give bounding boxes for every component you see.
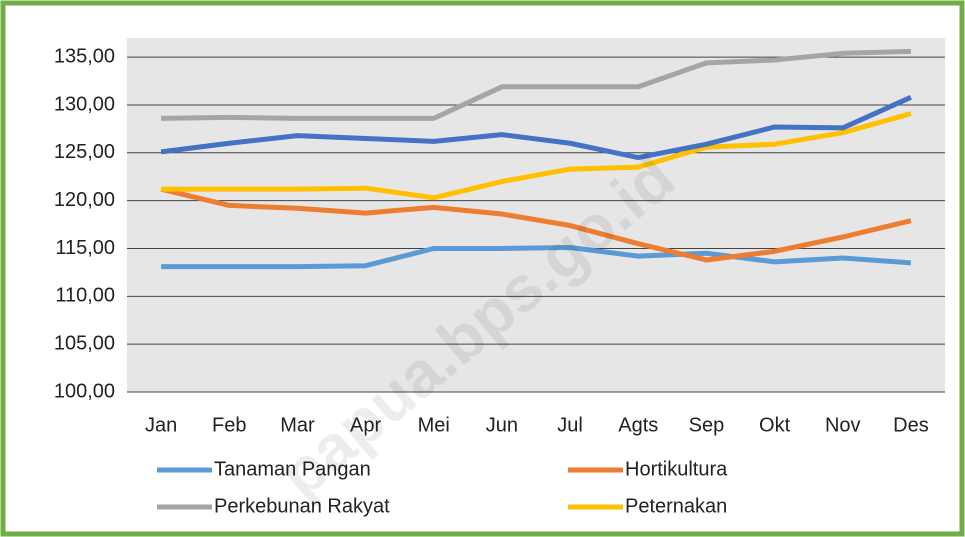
line-series (160, 186, 912, 263)
y-tick-label: 120,00 (54, 189, 115, 211)
x-tick-label: Des (893, 414, 929, 436)
x-tick-label: Nov (825, 414, 861, 436)
legend-label: Tanaman Pangan (214, 458, 371, 480)
y-tick-label: 110,00 (55, 285, 115, 307)
legend-label: Hortikultura (625, 458, 728, 480)
line-series (161, 48, 911, 121)
legend-label: Perkebunan Rakyat (214, 495, 390, 517)
legend-label: Peternakan (625, 495, 727, 517)
x-tick-label: Jul (557, 414, 583, 436)
y-tick-label: 130,00 (54, 93, 115, 115)
line-series (160, 95, 912, 161)
x-tick-label: Feb (212, 414, 246, 436)
y-tick-label: 115,00 (55, 237, 115, 259)
line-series (161, 111, 912, 201)
plot-area (127, 38, 945, 392)
x-tick-label: Sep (689, 414, 725, 436)
y-tick-label: 135,00 (54, 45, 115, 67)
line-series (161, 245, 912, 270)
x-tick-label: Agts (618, 414, 658, 436)
y-tick-label: 100,00 (54, 380, 115, 402)
y-tick-label: 125,00 (54, 141, 115, 163)
x-tick-label: Mar (280, 414, 315, 436)
x-tick-label: Apr (350, 414, 381, 436)
x-tick-label: Mei (418, 414, 450, 436)
y-tick-label: 105,00 (54, 332, 115, 354)
x-tick-label: Jan (145, 414, 177, 436)
x-tick-label: Okt (759, 414, 791, 436)
x-tick-label: Jun (486, 414, 518, 436)
